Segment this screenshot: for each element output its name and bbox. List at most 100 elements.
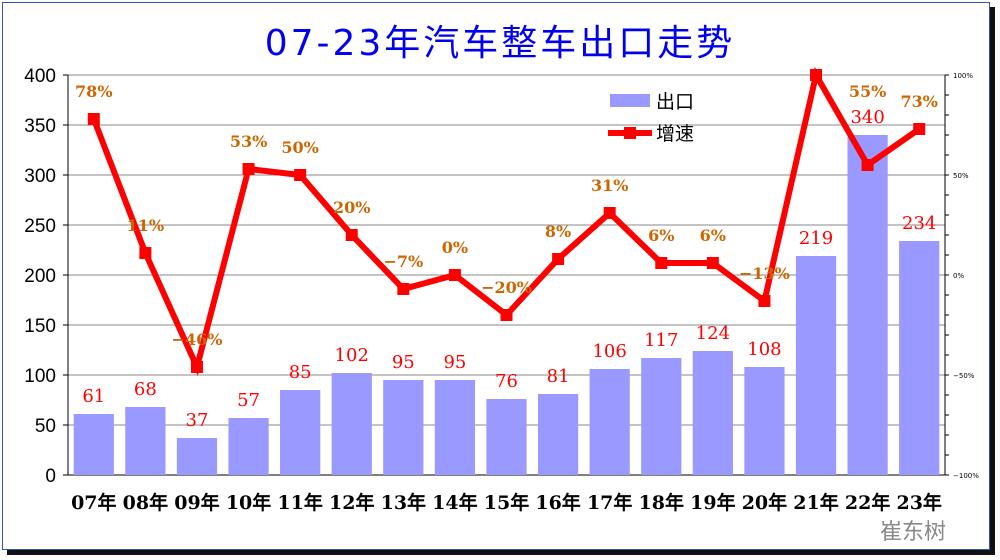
bar (486, 399, 527, 475)
legend-label-bar: 出口 (656, 91, 694, 113)
bar-label: 37 (186, 410, 209, 431)
x-tick-label: 18年 (639, 491, 684, 514)
bar (228, 418, 269, 475)
line-marker (294, 169, 307, 181)
line-marker (861, 159, 874, 171)
bar (280, 390, 321, 475)
line-label: 11% (127, 216, 164, 235)
line-marker (706, 257, 719, 269)
y-right-tick-label: 50% (953, 172, 969, 180)
y-tick-label: 400 (24, 66, 56, 87)
bar-label: 117 (644, 330, 678, 351)
bar-label: 95 (392, 352, 415, 373)
line-marker (655, 257, 668, 269)
bar (537, 394, 579, 475)
line-marker (913, 123, 926, 135)
bar-label: 108 (747, 339, 781, 360)
bar-label: 340 (850, 107, 884, 128)
bar (641, 358, 682, 475)
x-tick-label: 12年 (329, 491, 374, 514)
line-marker (448, 269, 461, 281)
y-right-tick-label: 0% (953, 272, 964, 280)
bar-label: 219 (799, 228, 833, 249)
line-label: 0% (442, 238, 468, 257)
x-tick-label: 15年 (484, 491, 529, 514)
x-tick-label: 17年 (587, 491, 632, 514)
x-tick-label: 09年 (174, 491, 219, 514)
bar-label: 234 (902, 213, 936, 234)
y-tick-label: 250 (24, 216, 56, 237)
x-tick-label: 22年 (845, 491, 890, 514)
bar-label: 68 (134, 379, 157, 400)
bar-label: 57 (237, 390, 260, 411)
line-label: 6% (700, 226, 726, 245)
y-right-tick-label: 100% (953, 72, 973, 80)
line-label: −7% (383, 252, 423, 271)
y-tick-label: 50 (35, 416, 56, 437)
y-tick-label: 350 (24, 116, 56, 137)
y-right-tick-label: −50% (953, 372, 975, 380)
y-tick-label: 200 (24, 266, 56, 287)
bar (176, 438, 218, 475)
legend-marker (624, 127, 636, 139)
bar-label: 102 (335, 345, 369, 366)
bar (692, 351, 733, 475)
bar (744, 367, 785, 475)
bar-label: 85 (289, 362, 312, 383)
y-tick-label: 100 (24, 366, 56, 387)
line-marker (397, 283, 410, 295)
line-label: 78% (75, 82, 112, 101)
line-label: 53% (230, 132, 267, 151)
y-tick-label: 0 (45, 466, 56, 487)
legend-swatch-bar (610, 94, 650, 107)
legend-label-line: 增速 (656, 123, 694, 145)
bar (331, 373, 372, 475)
line-label: −20% (481, 278, 532, 297)
x-tick-label: 08年 (123, 491, 168, 514)
x-tick-label: 19年 (690, 491, 735, 514)
y-tick-label: 150 (24, 316, 56, 337)
x-tick-label: 21年 (793, 491, 838, 514)
line-label: 31% (591, 176, 628, 195)
bar (899, 241, 940, 475)
bar-label: 106 (592, 341, 626, 362)
line-marker (758, 295, 771, 307)
bar-label: 61 (82, 386, 105, 407)
line-label: −13% (739, 264, 790, 283)
line-label: 6% (648, 226, 674, 245)
bar (434, 380, 476, 475)
bar-label: 81 (547, 366, 570, 387)
line-label: 50% (281, 138, 318, 157)
line-label: 8% (545, 222, 571, 241)
bar-label: 76 (495, 371, 518, 392)
chart-title: 07-23年汽车整车出口走势 (264, 23, 736, 64)
bar (795, 256, 837, 475)
bar (125, 407, 166, 475)
line-marker (552, 253, 565, 265)
line-marker (603, 207, 616, 219)
line-marker (87, 113, 100, 125)
watermark: 崔东树 (880, 520, 947, 545)
x-tick-label: 14年 (432, 491, 477, 514)
bar-label: 124 (696, 323, 730, 344)
bar (73, 414, 114, 475)
x-tick-label: 20年 (742, 491, 787, 514)
x-tick-label: 16年 (535, 491, 580, 514)
bar (383, 380, 424, 475)
line-label: 20% (333, 198, 370, 217)
line-marker (810, 69, 823, 81)
bar (847, 135, 888, 475)
x-tick-label: 10年 (226, 491, 271, 514)
line-marker (139, 247, 152, 259)
bar-label: 95 (443, 352, 466, 373)
y-tick-label: 300 (24, 166, 56, 187)
growth-line (90, 66, 921, 376)
x-tick-label: 13年 (381, 491, 426, 514)
line-marker (242, 163, 255, 175)
line-label: 55% (849, 82, 886, 101)
line-marker (190, 361, 203, 373)
x-tick-label: 23年 (896, 491, 941, 514)
line-label: −46% (172, 330, 223, 349)
bar (589, 369, 630, 475)
